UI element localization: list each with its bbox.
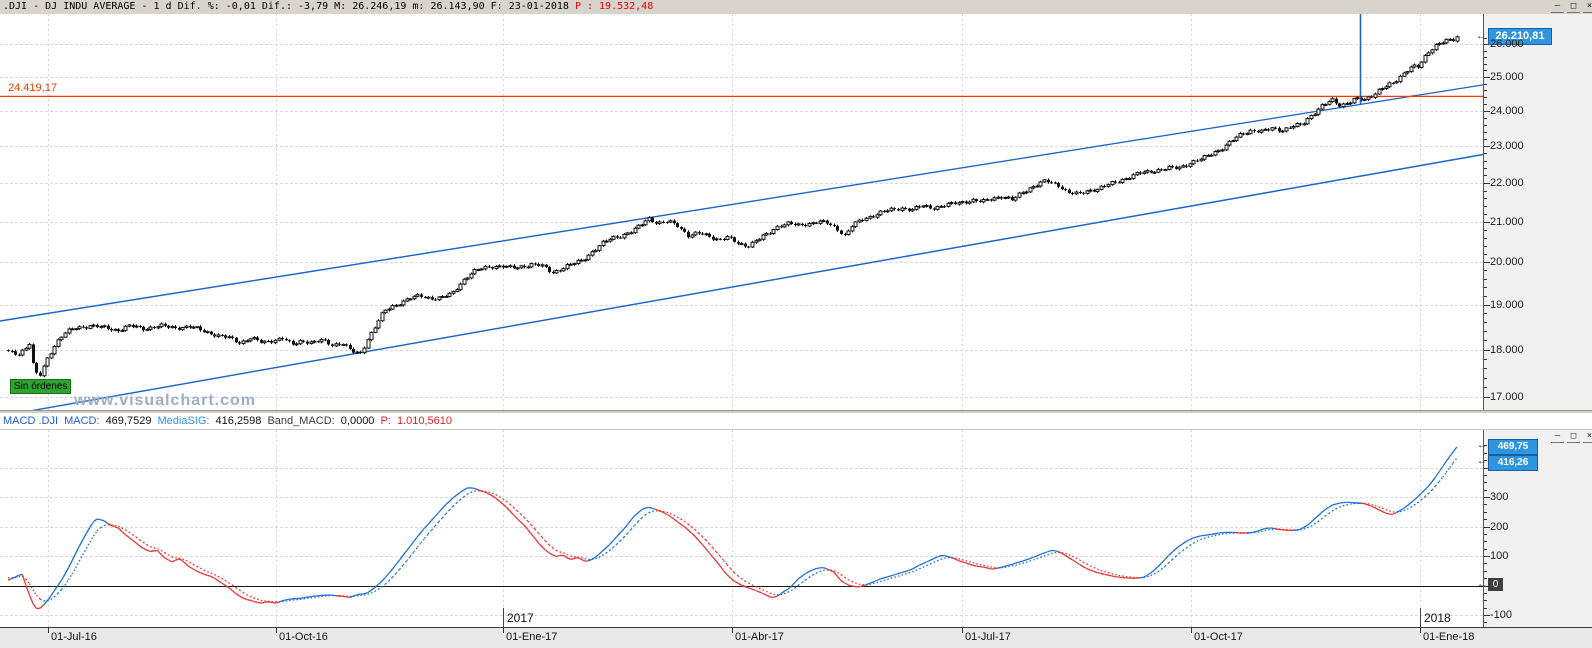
last-price-arrow-icon: ← <box>1476 31 1486 42</box>
minimize-icon[interactable]: – <box>1551 2 1564 13</box>
macd-header-segment: MACD: <box>64 415 103 427</box>
macd-header-row: MACD .DJI MACD: 469,7529 MediaSIG: 416,2… <box>0 413 1592 430</box>
macd-header-segment: 1.010,5610 <box>396 415 452 427</box>
watermark-logo: www.visualchart.com <box>74 392 257 409</box>
price-chart-canvas[interactable] <box>0 14 1592 410</box>
year-marker-label: 2017 <box>507 611 534 625</box>
minimize-icon[interactable]: – <box>1551 432 1564 443</box>
symbol-title: .DJI - DJ INDU AVERAGE - 1 d Dif. %: -0,… <box>3 1 575 12</box>
zero-arrow-icon: ← <box>1477 579 1487 590</box>
macd-header-segment: P: <box>380 415 394 427</box>
price-axis-label: 23.000 <box>1490 140 1524 153</box>
price-axis-label: 17.000 <box>1490 390 1524 403</box>
price-axis-label: 25.000 <box>1490 70 1524 83</box>
price-axis-label: 22.000 <box>1490 176 1524 189</box>
close-icon[interactable]: × <box>1583 432 1592 443</box>
signal-value-arrow-icon: ← <box>1477 456 1487 467</box>
macd-axis-label: 200 <box>1490 520 1509 533</box>
macd-header-segment: MACD .DJI <box>3 415 62 427</box>
title-alert-price: P : 19.532,48 <box>574 1 654 12</box>
macd-header-segment: 416,2598 <box>215 415 265 427</box>
macd-chart-canvas[interactable] <box>0 430 1592 627</box>
macd-header-segment: MediaSIG: <box>157 415 213 427</box>
chart-title-bar: .DJI - DJ INDU AVERAGE - 1 d Dif. %: -0,… <box>0 0 1592 15</box>
macd-pane-window-controls: – □ × <box>1551 432 1592 443</box>
price-pane-window-controls: – □ × <box>1551 2 1592 13</box>
price-axis-label: 20.000 <box>1490 256 1524 269</box>
orders-status-badge: Sin órdenes <box>10 379 72 394</box>
price-axis-label: 18.000 <box>1490 343 1524 356</box>
year-marker-label: 2018 <box>1424 611 1451 625</box>
macd-value-arrow-icon: ← <box>1477 440 1487 451</box>
time-axis-ticks-canvas <box>0 627 1592 648</box>
macd-zero-badge: 0 <box>1488 578 1503 591</box>
maximize-icon[interactable]: □ <box>1567 432 1580 443</box>
macd-axis-label: -100 <box>1490 609 1513 621</box>
alert-line-price-label: 24.419,17 <box>8 82 57 94</box>
price-axis-label: 21.000 <box>1490 215 1524 228</box>
macd-header-segment: 469,7529 <box>105 415 155 427</box>
macd-axis-label: 100 <box>1490 550 1509 562</box>
last-price-badge: 26.210,81 <box>1488 28 1552 45</box>
price-axis-label: 26.000 <box>1490 38 1524 51</box>
macd-header-segment: Band_MACD: <box>267 415 338 427</box>
price-axis-label: 24.000 <box>1490 104 1524 117</box>
price-axis-label: 19.000 <box>1490 298 1524 311</box>
maximize-icon[interactable]: □ <box>1567 2 1580 13</box>
macd-value-badge: 469,75 <box>1488 439 1538 455</box>
pane-splitter[interactable] <box>0 410 1592 413</box>
macd-axis-label: 300 <box>1490 491 1509 503</box>
signal-value-badge: 416,26 <box>1488 455 1538 471</box>
close-icon[interactable]: × <box>1583 2 1592 13</box>
macd-header-segment: 0,0000 <box>340 415 378 427</box>
